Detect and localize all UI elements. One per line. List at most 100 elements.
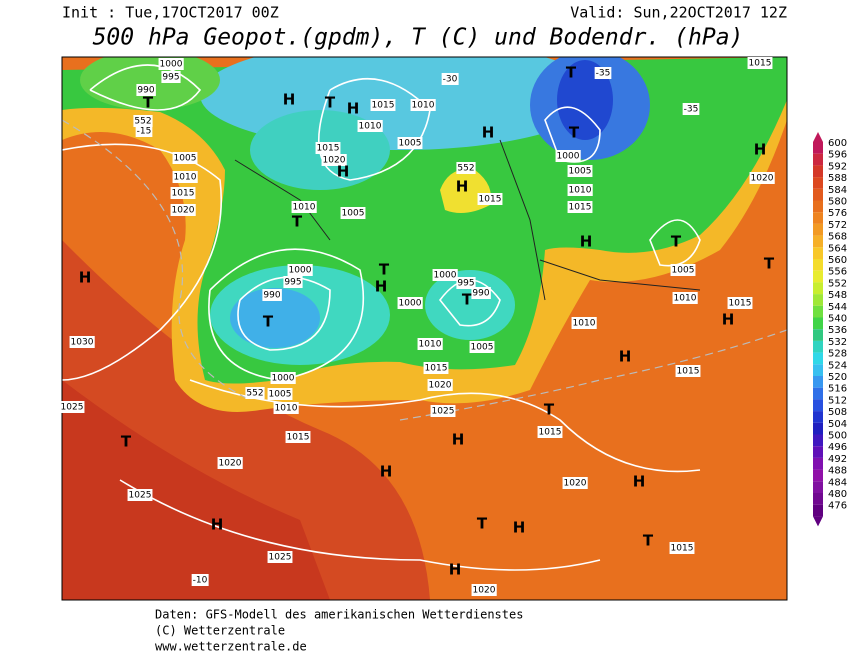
map-label: 1015 — [727, 297, 753, 309]
legend-label: 516 — [828, 384, 847, 395]
isoline-label: 1015 — [569, 203, 592, 213]
legend-swatch — [813, 212, 823, 224]
isoline-label: 1015 — [671, 544, 694, 554]
warm-core — [62, 380, 330, 600]
legend-swatch — [813, 165, 823, 178]
legend-label: 548 — [828, 290, 847, 301]
label-box — [670, 264, 696, 276]
map-label: 1000 — [555, 150, 581, 162]
legend-swatch — [813, 493, 823, 505]
map-label: 1010 — [357, 120, 383, 132]
label-box — [430, 405, 456, 417]
isoline-label: 1015 — [677, 367, 700, 377]
legend-swatch — [813, 305, 823, 318]
label-box — [427, 379, 453, 391]
map-label: H — [337, 163, 350, 181]
map-label: 1020 — [471, 584, 497, 596]
label-box — [397, 297, 423, 309]
label-box — [682, 103, 700, 115]
legend-swatch — [813, 434, 823, 447]
map-label: T — [462, 291, 473, 309]
label-box — [410, 99, 436, 111]
map-label: H — [211, 516, 224, 534]
map-label: 1015 — [370, 99, 396, 111]
pressure-center: H — [619, 348, 632, 366]
label-box — [191, 574, 209, 586]
map-label: 1005 — [469, 341, 495, 353]
isoline-label: 990 — [263, 291, 280, 301]
label-box — [133, 115, 153, 127]
isoline-label: -10 — [193, 576, 208, 586]
footer-source: Daten: GFS-Modell des amerikanischen Wet… — [155, 608, 523, 622]
isoline-label: 1005 — [471, 343, 494, 353]
isoline-label: 1020 — [429, 381, 452, 391]
map-label: 990 — [471, 287, 491, 299]
isoline-label: 1010 — [359, 122, 382, 132]
map-label: 1005 — [267, 388, 293, 400]
isoline-label: 995 — [284, 278, 301, 288]
legend-label: 596 — [828, 150, 847, 161]
legend-label: 492 — [828, 454, 847, 465]
label-box — [441, 73, 459, 85]
map-label: T — [569, 124, 580, 142]
label-box — [471, 584, 497, 596]
cyan-low-2 — [425, 270, 515, 340]
isoline-label: 1015 — [372, 101, 395, 111]
label-box — [471, 287, 491, 299]
isoline-label: 552 — [246, 389, 263, 399]
map-label: 1025 — [430, 405, 456, 417]
map-label: 1000 — [270, 372, 296, 384]
label-box — [423, 362, 449, 374]
legend-label: 504 — [828, 419, 847, 430]
pressure-center: H — [754, 141, 767, 159]
map-label: 1005 — [670, 264, 696, 276]
legend-swatch — [813, 364, 823, 376]
legend-label: 536 — [828, 325, 847, 336]
legend-label: 480 — [828, 489, 847, 500]
map-label: 1010 — [672, 292, 698, 304]
pressure-center: H — [79, 269, 92, 287]
map-label: 1005 — [172, 152, 198, 164]
map-label: 1015 — [747, 57, 773, 69]
isoline-label: 1015 — [479, 195, 502, 205]
map-label: H — [283, 91, 296, 109]
map-label: H — [456, 178, 469, 196]
pressure-center: T — [263, 313, 274, 331]
map-label: 1015 — [315, 142, 341, 154]
legend-swatch — [813, 247, 823, 259]
isoline-label: 1010 — [412, 101, 435, 111]
label-box — [321, 154, 347, 166]
isoline-label: 1010 — [293, 203, 316, 213]
legend-swatch — [813, 457, 823, 470]
map-label: 1020 — [217, 457, 243, 469]
label-box — [135, 125, 153, 137]
legend-swatch — [813, 270, 823, 283]
map-label: 1015 — [669, 542, 695, 554]
cold-core-inner — [557, 60, 613, 140]
label-box — [357, 120, 383, 132]
map-label: 552 — [245, 387, 265, 399]
pressure-center: H — [337, 163, 350, 181]
map-area — [62, 57, 787, 600]
map-label: T — [477, 515, 488, 533]
map-label: H — [754, 141, 767, 159]
label-box — [567, 184, 593, 196]
isoline-label: 552 — [457, 164, 474, 174]
label-box — [136, 84, 156, 96]
map-labels: 1000995990T552-151005101010151020H103010… — [59, 57, 775, 596]
map-label: 552 — [133, 115, 153, 127]
map-label: H — [722, 311, 735, 329]
isobar — [89, 64, 202, 111]
map-label: 1010 — [417, 338, 443, 350]
pressure-center: T — [462, 291, 473, 309]
label-box — [567, 165, 593, 177]
map-label: 1000 — [287, 264, 313, 276]
isotherm — [62, 119, 251, 401]
map-label: 1015 — [567, 201, 593, 213]
label-box — [747, 57, 773, 69]
label-box — [59, 401, 85, 413]
pressure-center: T — [143, 94, 154, 112]
isoline-label: 995 — [457, 279, 474, 289]
valid-time: Valid: Sun,22OCT2017 12Z — [570, 4, 787, 22]
